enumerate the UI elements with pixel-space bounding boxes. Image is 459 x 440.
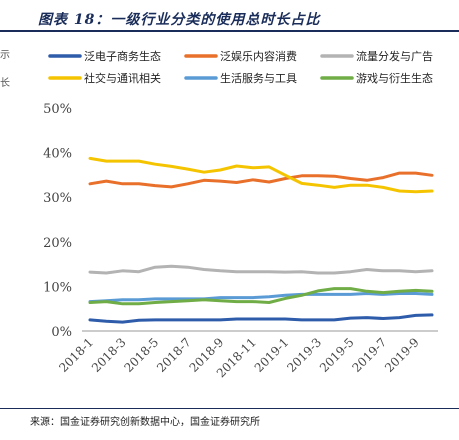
figure-title-bar: 图表 18：一级行业分类的使用总时长占比 — [8, 4, 457, 30]
x-tick-label-1: 2018-3 — [89, 335, 129, 375]
x-axis: 2018-12018-32018-52018-72018-92018-11201… — [56, 330, 438, 380]
y-axis: 0% 10% 20% 30% 40% 50% — [43, 102, 72, 340]
series-line-3 — [88, 156, 434, 194]
edge-text-fragment-1: 示 — [0, 50, 10, 61]
source-note: 来源：国金证券研究创新数据中心，国金证券研究所 — [30, 417, 260, 428]
y-tick-label-5: 50% — [43, 102, 72, 117]
figure-title: 图表 18：一级行业分类的使用总时长占比 — [38, 12, 321, 28]
x-tick-label-7: 2019-3 — [284, 335, 324, 375]
series-line-1 — [88, 171, 434, 189]
y-tick-label-1: 10% — [43, 280, 72, 295]
legend-label-2: 流量分发与广告 — [356, 49, 433, 63]
x-tick-label-0: 2018-1 — [56, 335, 96, 375]
series-line-5 — [88, 287, 434, 306]
x-tick-label-10: 2019-9 — [382, 335, 422, 375]
legend-label-1: 泛娱乐内容消费 — [220, 49, 297, 63]
series-layer — [88, 156, 434, 324]
y-tick-label-3: 30% — [43, 191, 72, 206]
series-line-2 — [88, 264, 434, 275]
x-tick-label-3: 2018-7 — [154, 335, 194, 375]
x-tick-label-8: 2019-5 — [317, 335, 357, 375]
y-tick-label-4: 40% — [43, 147, 72, 162]
y-tick-label-2: 20% — [43, 236, 72, 251]
series-line-0 — [88, 313, 434, 324]
legend-label-0: 泛电子商务生态 — [84, 49, 161, 63]
series-line-4 — [88, 292, 434, 304]
legend-label-3: 社交与通讯相关 — [84, 71, 161, 85]
y-tick-label-0: 0% — [51, 325, 72, 340]
x-tick-label-2: 2018-5 — [122, 335, 162, 375]
x-tick-label-6: 2019-1 — [252, 335, 292, 375]
legend-label-4: 生活服务与工具 — [220, 71, 297, 85]
x-tick-label-9: 2019-7 — [350, 335, 390, 375]
source-divider — [0, 408, 459, 409]
title-divider — [0, 30, 459, 32]
legend-label-5: 游戏与衍生生态 — [356, 71, 433, 85]
edge-text-fragment-2: 长 — [0, 78, 10, 89]
